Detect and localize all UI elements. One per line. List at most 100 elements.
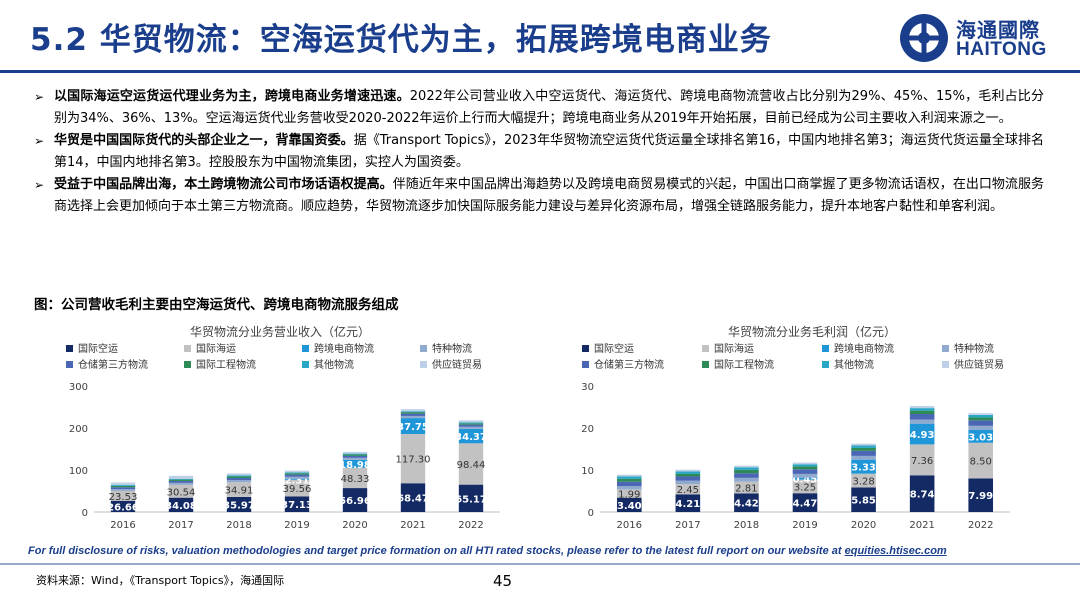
- legend-label: 其他物流: [314, 358, 354, 371]
- legend-label: 跨境电商物流: [834, 342, 894, 355]
- chart-title: 华贸物流分业务营业收入（亿元）: [190, 324, 370, 339]
- bullet-lead: 受益于中国品牌出海，本土跨境物流公司市场话语权提高。: [54, 177, 393, 192]
- bar-segment: [226, 482, 252, 497]
- arrow-bullet-icon: ➢: [34, 134, 45, 148]
- bar-segment: [400, 412, 426, 414]
- bar-segment: [458, 428, 484, 444]
- data-label: 34.37: [455, 432, 487, 443]
- x-tick-label: 2017: [168, 520, 193, 531]
- bar-segment: [909, 423, 935, 445]
- bullet-lead: 华贸是中国国际货代的头部企业之一，背靠国资委。: [54, 133, 354, 148]
- bullet-lead: 以国际海运空运货运代理业务为主，跨境电商业务增速迅速。: [54, 89, 410, 104]
- legend-label: 供应链贸易: [954, 358, 1004, 371]
- data-label: 2.81: [735, 484, 757, 495]
- legend-label: 特种物流: [432, 342, 472, 355]
- bar-segment: [110, 482, 136, 486]
- data-label: 2.31: [285, 475, 310, 486]
- data-label: 26.66: [107, 502, 139, 513]
- legend-label: 其他物流: [834, 358, 874, 371]
- x-tick-label: 2020: [342, 520, 367, 531]
- bar-segment: [400, 411, 426, 413]
- bar-segment: [342, 467, 368, 489]
- x-tick-label: 2018: [734, 520, 759, 531]
- data-label: 65.17: [455, 494, 487, 505]
- legend-swatch: [420, 361, 427, 368]
- logo-chinese-text: 海通國際: [956, 18, 1040, 42]
- bar-segment: [342, 459, 368, 468]
- bar-segment: [734, 469, 759, 474]
- x-tick-label: 2020: [851, 520, 876, 531]
- bar-segment: [458, 422, 484, 424]
- data-label: 37.13: [281, 500, 313, 511]
- legend-label: 国际空运: [78, 342, 118, 355]
- legend-swatch: [822, 345, 829, 352]
- bar-segment: [458, 420, 484, 423]
- x-tick-label: 2018: [226, 520, 251, 531]
- bar-segment: [968, 425, 994, 431]
- bar-segment: [168, 475, 194, 479]
- bar-segment: [734, 477, 759, 482]
- bar-segment: [675, 480, 701, 485]
- bar-segment: [284, 478, 310, 480]
- bar-segment: [734, 467, 759, 470]
- data-label: 0.45: [793, 475, 818, 486]
- bar-segment: [675, 494, 701, 512]
- bar-segment: [168, 478, 194, 480]
- bar-segment: [968, 478, 994, 512]
- footer-divider: [0, 563, 1080, 565]
- legend-label: 仓储第三方物流: [78, 358, 148, 371]
- bar-segment: [792, 473, 818, 478]
- bar-segment: [675, 476, 701, 481]
- bar-segment: [342, 455, 368, 458]
- bar-segment: [851, 487, 876, 512]
- bar-segment: [968, 442, 994, 479]
- legend-swatch: [822, 361, 829, 368]
- data-label: 3.25: [794, 482, 816, 493]
- bar-segment: [226, 480, 252, 483]
- data-label: 117.30: [396, 455, 431, 466]
- legend-label: 跨境电商物流: [314, 342, 374, 355]
- legend-label: 特种物流: [954, 342, 994, 355]
- bar-segment: [851, 445, 876, 448]
- legend-swatch: [66, 361, 73, 368]
- bar-segment: [400, 483, 426, 512]
- x-tick-label: 2022: [968, 520, 993, 531]
- legend-swatch: [302, 361, 309, 368]
- legend-swatch: [582, 345, 589, 352]
- bar-segment: [110, 487, 136, 490]
- bar-segment: [110, 490, 136, 501]
- bar-segment: [284, 470, 310, 473]
- bar-segment: [792, 464, 818, 467]
- disclaimer-link[interactable]: equities.htisec.com: [844, 545, 947, 557]
- arrow-bullet-icon: ➢: [34, 90, 45, 104]
- bar-segment: [792, 466, 818, 470]
- bar-segment: [168, 482, 194, 485]
- legend-label: 国际海运: [714, 342, 754, 355]
- legend-swatch: [184, 345, 191, 352]
- bar-segment: [226, 478, 252, 481]
- data-label: 48.33: [341, 474, 370, 485]
- bar-segment: [851, 459, 876, 474]
- bar-segment: [792, 493, 818, 512]
- bar-segment: [342, 488, 368, 512]
- bullet-body: 据《Transport Topics》，2023年华贸物流空运货代货运量全球排名…: [54, 133, 1044, 170]
- page-title: 5.2 华贸物流：空海运货代为主，拓展跨境电商业务: [30, 22, 772, 58]
- bar-segment: [400, 433, 426, 484]
- page-number: 45: [493, 572, 513, 590]
- bar-segment: [616, 481, 642, 487]
- data-label: 4.47: [793, 499, 818, 510]
- data-label: 98.44: [457, 460, 486, 471]
- bar-segment: [851, 473, 876, 488]
- bar-segment: [110, 485, 136, 487]
- data-label: 2.45: [677, 485, 699, 496]
- legend-swatch: [702, 361, 709, 368]
- legend-label: 国际海运: [196, 342, 236, 355]
- bar-segment: [616, 497, 642, 512]
- data-label: 35.97: [223, 500, 255, 511]
- bar-segment: [458, 426, 484, 429]
- data-label: 4.42: [734, 499, 759, 510]
- bar-segment: [616, 476, 642, 479]
- bar-segment: [458, 484, 484, 512]
- legend-swatch: [942, 345, 949, 352]
